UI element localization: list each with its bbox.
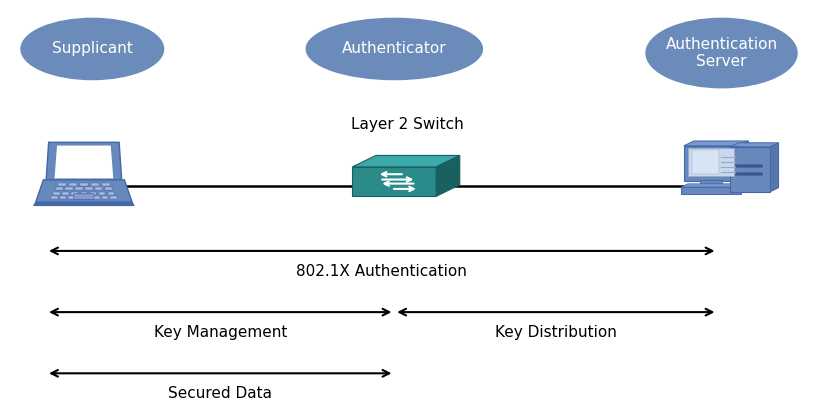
Text: Layer 2 Switch: Layer 2 Switch bbox=[351, 117, 463, 132]
FancyBboxPatch shape bbox=[62, 192, 69, 195]
FancyBboxPatch shape bbox=[681, 187, 741, 194]
FancyBboxPatch shape bbox=[69, 183, 77, 186]
Polygon shape bbox=[34, 202, 134, 206]
Ellipse shape bbox=[646, 18, 797, 88]
Text: Authenticator: Authenticator bbox=[342, 42, 446, 56]
FancyBboxPatch shape bbox=[93, 196, 100, 199]
FancyBboxPatch shape bbox=[51, 196, 58, 199]
FancyBboxPatch shape bbox=[54, 192, 60, 195]
FancyBboxPatch shape bbox=[102, 196, 108, 199]
Polygon shape bbox=[352, 155, 460, 167]
FancyBboxPatch shape bbox=[85, 187, 92, 190]
FancyBboxPatch shape bbox=[105, 187, 112, 190]
Polygon shape bbox=[770, 143, 779, 192]
FancyBboxPatch shape bbox=[81, 192, 87, 195]
Text: Key Management: Key Management bbox=[154, 325, 287, 340]
Text: Secured Data: Secured Data bbox=[169, 386, 272, 401]
FancyBboxPatch shape bbox=[700, 180, 722, 188]
Ellipse shape bbox=[306, 18, 482, 80]
FancyBboxPatch shape bbox=[58, 183, 66, 186]
Text: Supplicant: Supplicant bbox=[52, 42, 133, 56]
Text: 802.1X Authentication: 802.1X Authentication bbox=[296, 264, 467, 279]
Polygon shape bbox=[681, 184, 748, 187]
Polygon shape bbox=[55, 146, 113, 178]
FancyBboxPatch shape bbox=[692, 150, 719, 175]
FancyBboxPatch shape bbox=[107, 192, 114, 195]
Polygon shape bbox=[35, 180, 133, 202]
FancyBboxPatch shape bbox=[76, 196, 83, 199]
FancyBboxPatch shape bbox=[55, 187, 63, 190]
Text: Authentication
Server: Authentication Server bbox=[665, 37, 778, 69]
FancyBboxPatch shape bbox=[735, 172, 762, 175]
Ellipse shape bbox=[21, 18, 164, 80]
Polygon shape bbox=[738, 141, 748, 180]
Polygon shape bbox=[352, 167, 436, 196]
FancyBboxPatch shape bbox=[74, 194, 94, 200]
FancyBboxPatch shape bbox=[735, 164, 762, 167]
FancyBboxPatch shape bbox=[688, 148, 734, 176]
FancyBboxPatch shape bbox=[68, 196, 75, 199]
FancyBboxPatch shape bbox=[65, 187, 73, 190]
Text: Key Distribution: Key Distribution bbox=[495, 325, 617, 340]
FancyBboxPatch shape bbox=[60, 196, 66, 199]
FancyBboxPatch shape bbox=[85, 196, 91, 199]
Polygon shape bbox=[730, 143, 779, 147]
FancyBboxPatch shape bbox=[90, 192, 96, 195]
FancyBboxPatch shape bbox=[102, 183, 110, 186]
FancyBboxPatch shape bbox=[91, 183, 99, 186]
FancyBboxPatch shape bbox=[730, 147, 770, 192]
FancyBboxPatch shape bbox=[80, 183, 88, 186]
FancyBboxPatch shape bbox=[71, 192, 78, 195]
FancyBboxPatch shape bbox=[99, 192, 106, 195]
FancyBboxPatch shape bbox=[684, 146, 738, 180]
FancyBboxPatch shape bbox=[95, 187, 102, 190]
Polygon shape bbox=[436, 155, 460, 196]
Polygon shape bbox=[46, 142, 122, 180]
FancyBboxPatch shape bbox=[76, 187, 83, 190]
FancyBboxPatch shape bbox=[110, 196, 117, 199]
Polygon shape bbox=[684, 141, 748, 146]
